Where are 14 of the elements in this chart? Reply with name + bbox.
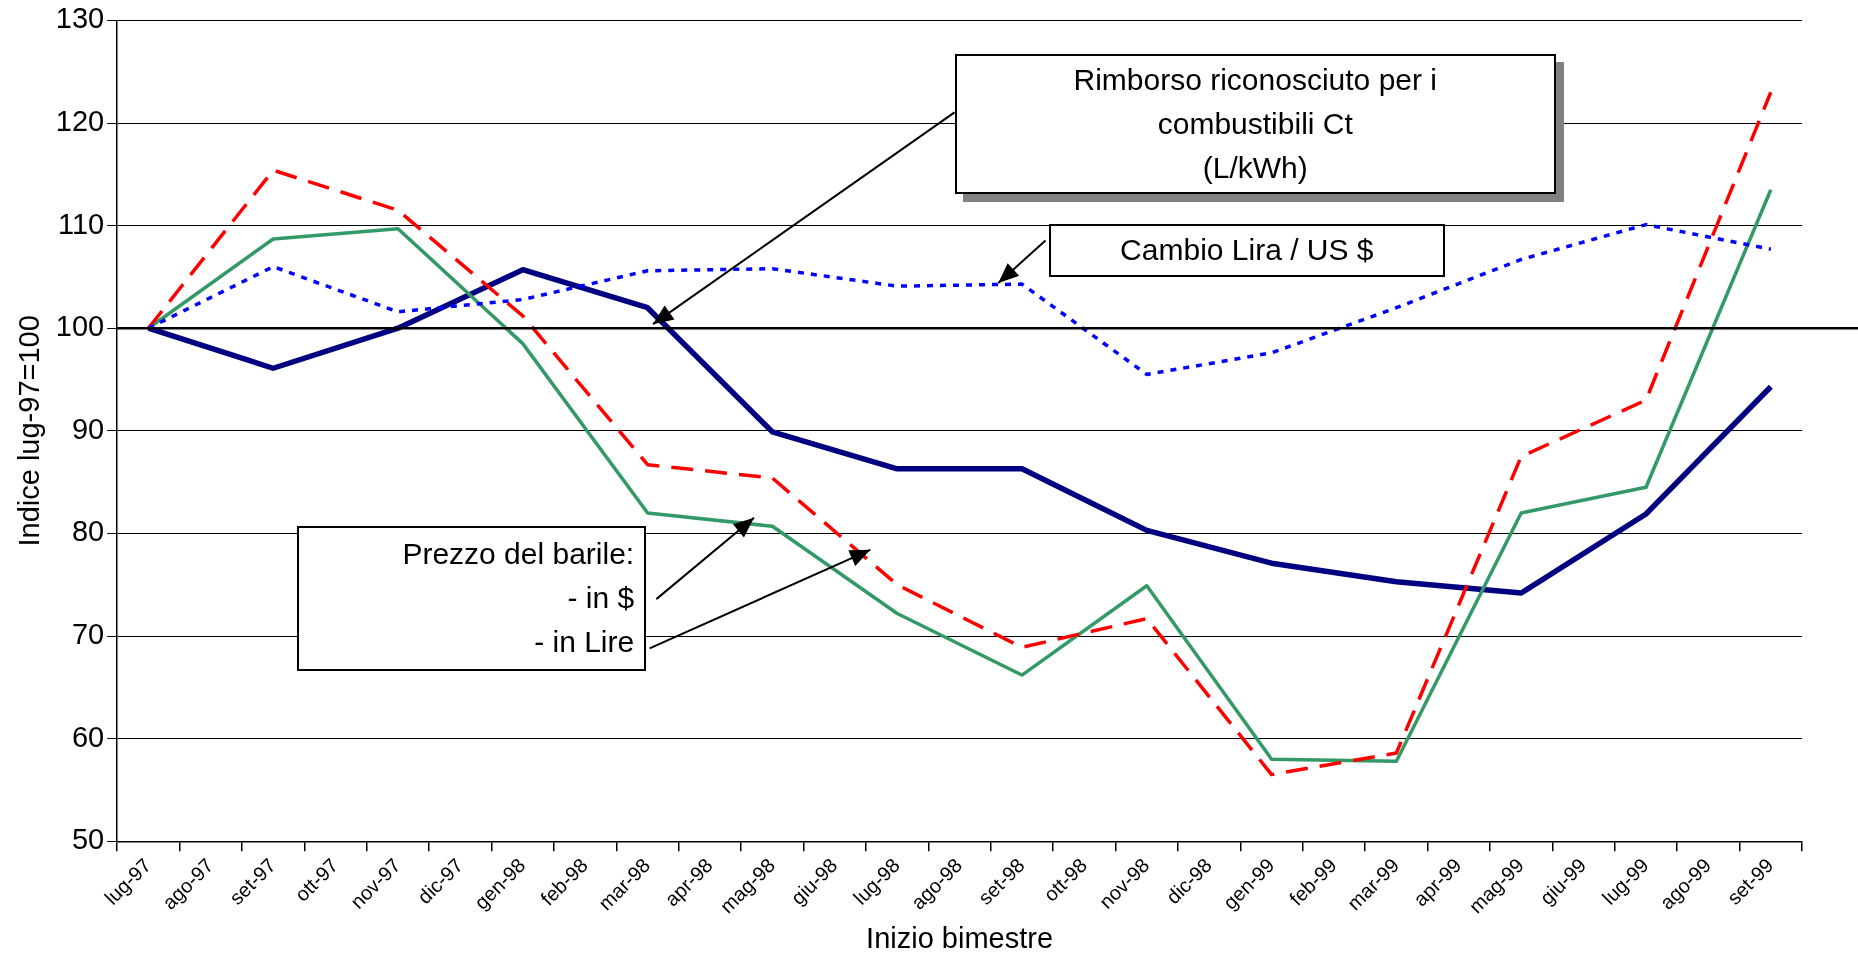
y-tick-label: 70 [71, 618, 105, 651]
y-tick-label: 100 [55, 310, 105, 343]
y-tick-label: 120 [55, 105, 105, 138]
y-tick-label: 110 [57, 207, 105, 240]
line-series [146, 222, 1773, 377]
y-tick-label: 50 [71, 823, 105, 856]
y-tick-label: 60 [71, 720, 105, 753]
y-tick-label: 80 [71, 515, 105, 548]
annotation: Cambio Lira / US $ [1048, 223, 1445, 277]
x-axis-title: Inizio bimestre [866, 921, 1054, 954]
y-tick-label: 90 [71, 412, 105, 445]
y-tick-label: 130 [55, 2, 105, 35]
y-axis-title: Indice lug-97=100 [13, 315, 46, 547]
annotation: Prezzo del barile: - in $ - in Lire [297, 526, 647, 671]
